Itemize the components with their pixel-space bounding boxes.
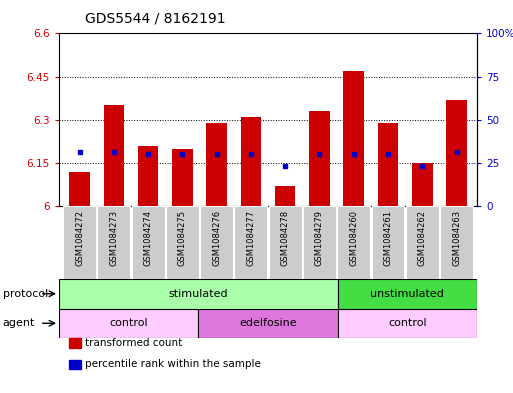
Bar [234, 206, 267, 279]
Bar [132, 206, 165, 279]
Bar [269, 206, 302, 279]
Bar [412, 163, 432, 206]
Bar [303, 206, 336, 279]
Text: GSM1084278: GSM1084278 [281, 210, 290, 266]
Bar [166, 206, 199, 279]
Text: control: control [109, 318, 148, 328]
Bar [371, 206, 404, 279]
Text: GSM1084277: GSM1084277 [246, 210, 255, 266]
Bar [343, 71, 364, 206]
Bar [97, 206, 130, 279]
Text: GSM1084273: GSM1084273 [109, 210, 119, 266]
Text: unstimulated: unstimulated [370, 289, 444, 299]
Bar [206, 123, 227, 206]
Bar [200, 206, 233, 279]
Bar [138, 146, 159, 206]
Text: GSM1084275: GSM1084275 [178, 210, 187, 266]
Text: control: control [388, 318, 427, 328]
Text: GSM1084263: GSM1084263 [452, 210, 461, 266]
Text: agent: agent [3, 318, 35, 328]
Text: protocol: protocol [3, 289, 48, 299]
Bar [446, 100, 467, 206]
Bar [59, 309, 199, 338]
Bar [241, 117, 261, 206]
Bar [199, 309, 338, 338]
Text: GSM1084261: GSM1084261 [384, 210, 392, 266]
Text: GSM1084260: GSM1084260 [349, 210, 358, 266]
Text: GSM1084276: GSM1084276 [212, 210, 221, 266]
Text: GSM1084274: GSM1084274 [144, 210, 152, 266]
Bar [338, 309, 477, 338]
Text: stimulated: stimulated [169, 289, 228, 299]
Bar [275, 186, 295, 206]
Bar [338, 279, 477, 309]
Bar [337, 206, 370, 279]
Text: percentile rank within the sample: percentile rank within the sample [85, 359, 261, 369]
Bar [59, 279, 338, 309]
Text: edelfosine: edelfosine [239, 318, 297, 328]
Bar [378, 123, 398, 206]
Bar [309, 111, 330, 206]
Text: GSM1084272: GSM1084272 [75, 210, 84, 266]
Text: GSM1084279: GSM1084279 [315, 210, 324, 266]
Bar [172, 149, 193, 206]
Bar [69, 172, 90, 206]
Bar [440, 206, 473, 279]
Bar [104, 105, 124, 206]
Text: GSM1084262: GSM1084262 [418, 210, 427, 266]
Bar [63, 206, 96, 279]
Text: GDS5544 / 8162191: GDS5544 / 8162191 [85, 11, 225, 26]
Bar [406, 206, 439, 279]
Text: transformed count: transformed count [85, 338, 182, 348]
